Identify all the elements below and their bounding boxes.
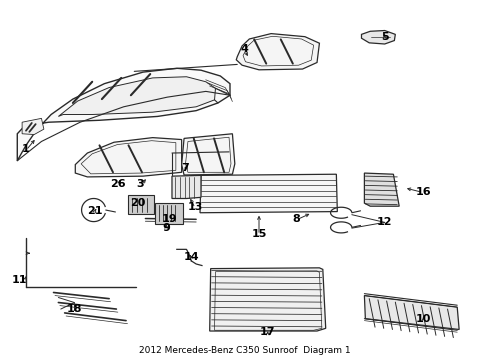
Text: 8: 8: [292, 213, 300, 224]
Text: 16: 16: [415, 186, 430, 197]
FancyBboxPatch shape: [155, 203, 183, 224]
Text: 13: 13: [187, 202, 203, 212]
Polygon shape: [364, 173, 398, 206]
Polygon shape: [200, 174, 337, 213]
Polygon shape: [172, 175, 201, 198]
Text: 20: 20: [130, 198, 145, 208]
Text: 3: 3: [137, 179, 144, 189]
Text: 14: 14: [183, 252, 199, 262]
Text: 18: 18: [66, 304, 82, 314]
Polygon shape: [364, 296, 458, 329]
Text: 26: 26: [110, 179, 125, 189]
Text: 10: 10: [415, 314, 430, 324]
Text: 17: 17: [260, 327, 275, 337]
Text: 5: 5: [380, 32, 388, 42]
Text: 7: 7: [181, 163, 189, 174]
Text: 19: 19: [162, 213, 177, 224]
Polygon shape: [58, 77, 215, 116]
Text: 21: 21: [87, 206, 102, 216]
Text: 9: 9: [162, 223, 170, 233]
Polygon shape: [17, 68, 229, 161]
Text: 1: 1: [22, 144, 30, 154]
Polygon shape: [236, 33, 319, 70]
Text: 15: 15: [251, 229, 266, 239]
Text: 4: 4: [240, 44, 248, 54]
Text: 12: 12: [376, 217, 392, 228]
Polygon shape: [209, 268, 325, 331]
Polygon shape: [22, 118, 44, 135]
Text: 11: 11: [11, 275, 27, 285]
Text: 2012 Mercedes-Benz C350 Sunroof  Diagram 1: 2012 Mercedes-Benz C350 Sunroof Diagram …: [139, 346, 349, 355]
FancyBboxPatch shape: [128, 195, 154, 214]
Polygon shape: [361, 31, 394, 44]
Polygon shape: [181, 134, 234, 175]
Polygon shape: [75, 138, 181, 177]
